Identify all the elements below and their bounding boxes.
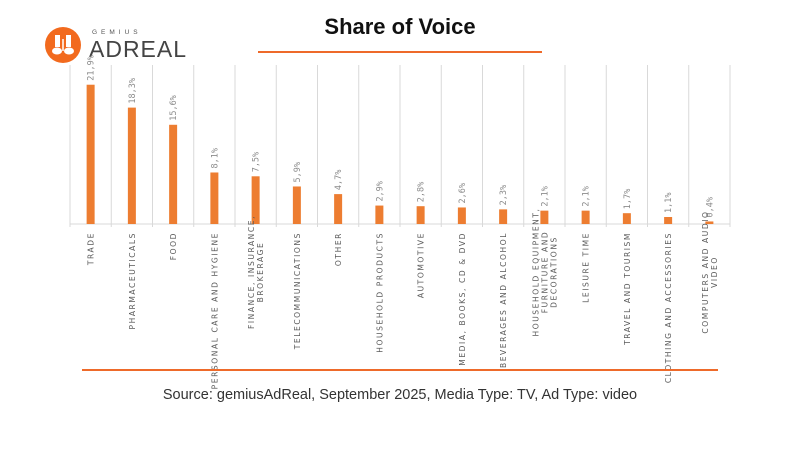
bar [251,176,260,224]
category-label-line: PERSONAL CARE AND HYGIENE [210,232,219,389]
chart-title: Share of Voice [324,14,476,39]
category-label: OTHER [334,232,343,266]
category-label: BEVERAGES AND ALCOHOL [499,232,508,368]
data-label: 2,6% [458,183,468,203]
category-label: TELECOMMUNICATIONS [293,232,302,350]
category-label-line: BROKERAGE [256,242,265,303]
category-label: TRAVEL AND TOURISM [623,232,632,346]
category-label-line: DECORATIONS [549,236,558,308]
category-label-line: FOOD [169,232,178,260]
bottom-divider [82,369,718,371]
bar [334,194,343,224]
data-label: 5,9% [293,162,303,182]
bar [169,124,178,224]
data-label: 2,8% [417,182,427,202]
data-label: 2,1% [540,186,550,206]
bar [292,186,301,224]
data-label: 2,1% [582,186,592,206]
bar [664,217,673,224]
data-label: 2,9% [375,181,385,201]
bar [210,172,219,224]
bar [86,84,95,224]
bar [622,213,631,224]
binoculars-icon [45,27,81,63]
category-label-line: AUTOMOTIVE [417,232,426,298]
category-label: HOUSEHOLD PRODUCTS [375,232,384,353]
bar [416,206,425,224]
category-label: PHARMACEUTICALS [128,232,137,330]
source-note: Source: gemiusAdReal, September 2025, Me… [162,387,638,403]
category-label-line: HOUSEHOLD PRODUCTS [375,232,384,353]
bar [499,209,508,224]
category-label: TRADE [87,232,96,266]
data-label: 1,7% [623,189,633,209]
category-label-line: VIDEO [710,256,719,288]
category-label-line: TELECOMMUNICATIONS [293,232,302,350]
bar [540,210,549,224]
category-label: PERSONAL CARE AND HYGIENE [210,232,219,389]
adreal-logo: GEMIUS ADREAL [45,27,188,67]
data-label: 18,3% [128,78,138,104]
category-label-line: FURNITURE AND [540,231,549,314]
data-label: 7,5% [252,152,262,172]
data-label: 8,1% [210,148,220,168]
category-label-line: BEVERAGES AND ALCOHOL [499,232,508,368]
category-label-line: TRADE [87,232,96,266]
title-underline [258,51,542,53]
logo-small-text: GEMIUS [92,29,142,36]
category-label: CLOTHING AND ACCESSORIES [664,232,673,383]
data-label: 2,3% [499,185,509,205]
data-label: 15,6% [169,95,179,121]
category-label-line: OTHER [334,232,343,266]
category-label: LEISURE TIME [582,232,591,303]
bar [375,205,384,224]
data-label: 1,1% [664,193,674,213]
category-label-line: HOUSEHOLD EQUIPMENT, [531,207,540,336]
category-label: MEDIA, BOOKS, CD & DVD [458,232,467,366]
category-label-line: MEDIA, BOOKS, CD & DVD [458,232,467,366]
category-label-line: LEISURE TIME [582,232,591,303]
category-label-line: CLOTHING AND ACCESSORIES [664,232,673,383]
data-label: 21,9% [87,55,97,81]
bar [457,207,466,224]
category-label-line: PHARMACEUTICALS [128,232,137,330]
category-label-line: FINANCE, INSURANCE, [247,215,256,329]
data-label: 0,4% [705,197,715,217]
category-label: COMPUTERS AND AUDIOVIDEO [701,210,719,333]
bar [127,107,136,224]
category-label: FINANCE, INSURANCE,BROKERAGE [247,215,265,329]
category-label-line: COMPUTERS AND AUDIO [701,210,710,333]
category-label: HOUSEHOLD EQUIPMENT,FURNITURE ANDDECORAT… [531,207,558,336]
category-label: AUTOMOTIVE [417,232,426,298]
category-label-line: TRAVEL AND TOURISM [623,232,632,346]
category-label: FOOD [169,232,178,260]
logo-big-text: ADREAL [89,36,188,62]
bar [705,221,714,224]
data-label: 4,7% [334,170,344,190]
bar [581,210,590,224]
